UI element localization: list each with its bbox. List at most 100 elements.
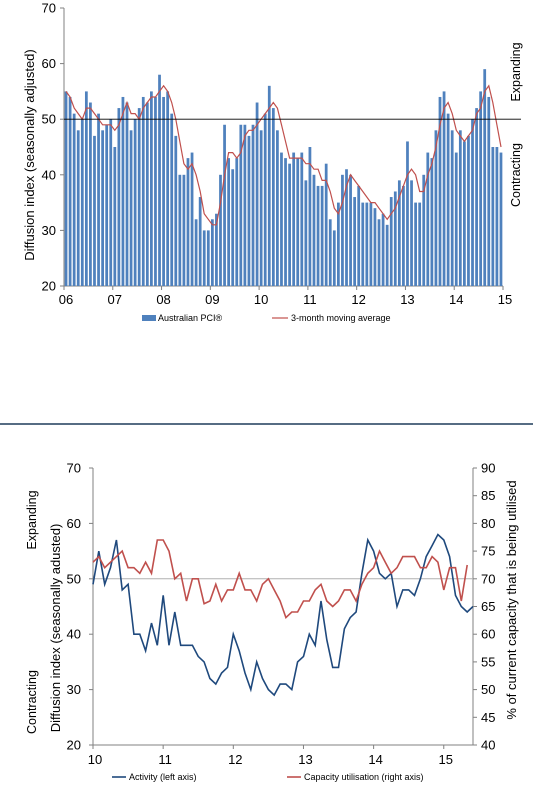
- chart-1-bar: [288, 163, 291, 286]
- chart-2-y-tick-label: 20: [67, 738, 81, 753]
- chart-1-bar: [284, 158, 287, 286]
- chart-1-bar: [450, 130, 454, 286]
- chart-1-bar: [215, 213, 218, 286]
- chart-2-activity-line: [92, 533, 474, 697]
- chart-1-bar: [414, 202, 417, 286]
- chart-1-x-ticks: 06 07 08 09 10 11 12 13 14 15: [59, 286, 512, 307]
- chart-1-bar: [479, 91, 483, 287]
- chart-2-x-tick-label: 13: [298, 752, 312, 767]
- chart-2: 20 30 40 50 60 70 40 45 50 55 60 65 70 75 80 85 90 10 11…: [25, 461, 519, 783]
- chart-1-bar: [434, 130, 438, 286]
- chart-1-bar: [101, 130, 104, 286]
- chart-1-bar: [194, 219, 198, 286]
- chart-1-bar: [255, 102, 259, 287]
- chart-1-bar: [426, 152, 430, 286]
- chart-1-bar: [316, 185, 320, 286]
- chart-1-bar: [247, 135, 251, 286]
- chart-1: 20 30 40 50 60 70 06 07 08 09 10 11 12 13 14 15 Diffus…: [22, 1, 523, 324]
- chart-2-y2-tick-label: 40: [481, 738, 495, 753]
- chart-1-bar: [377, 219, 381, 286]
- chart-2-contracting-label: Contracting: [25, 670, 39, 734]
- chart-1-bar: [292, 152, 296, 286]
- chart-1-y-axis-title: Diffusion index (seasonally adjusted): [22, 49, 37, 261]
- chart-2-y2-tick-label: 70: [481, 571, 495, 586]
- chart-1-bar: [276, 130, 279, 286]
- chart-1-plot-area: [63, 8, 503, 287]
- chart-1-y-tick-label: 20: [42, 279, 56, 294]
- chart-1-bar: [271, 108, 275, 286]
- chart-1-x-tick-label: 06: [59, 292, 73, 307]
- chart-1-bar: [158, 74, 161, 286]
- chart-1-bar: [141, 96, 145, 287]
- chart-2-y2-tick-label: 90: [481, 461, 495, 476]
- chart-1-bar: [406, 141, 409, 286]
- chart-1-bar: [113, 147, 117, 286]
- chart-1-bar: [202, 230, 206, 286]
- chart-1-bar: [446, 113, 450, 286]
- chart-1-bar: [381, 213, 385, 286]
- chart-1-bar: [93, 135, 96, 286]
- chart-1-bar: [235, 158, 239, 286]
- chart-1-bar: [68, 96, 72, 287]
- chart-1-bar: [312, 174, 316, 286]
- chart-2-y2-tick-label: 65: [481, 599, 495, 614]
- chart-1-bar: [198, 197, 202, 286]
- chart-1-bar: [345, 169, 348, 286]
- chart-1-bar: [418, 202, 422, 286]
- chart-1-x-tick-label: 15: [498, 292, 512, 307]
- chart-1-bar: [231, 169, 235, 286]
- chart-1-bar: [210, 219, 214, 286]
- chart-2-x-tick-label: 10: [88, 752, 102, 767]
- chart-1-x-tick-label: 11: [303, 292, 317, 307]
- chart-1-bar: [495, 147, 499, 286]
- chart-1-bar: [438, 96, 442, 287]
- chart-1-bar: [304, 180, 308, 286]
- chart-1-bar: [471, 119, 474, 286]
- chart-1-x-tick-label: 08: [156, 292, 170, 307]
- chart-1-bar: [332, 230, 336, 286]
- chart-1-bar: [442, 91, 446, 287]
- chart-2-y2-tick-label: 80: [481, 516, 495, 531]
- chart-2-y-tick-label: 60: [67, 516, 81, 531]
- chart-1-legend-line-label: 3-month moving average: [291, 313, 391, 323]
- chart-1-bar: [133, 119, 137, 286]
- chart-1-bar: [89, 102, 92, 287]
- chart-1-bar: [150, 91, 153, 287]
- chart-1-bar: [422, 174, 426, 286]
- chart-1-bar: [121, 96, 125, 287]
- chart-2-expanding-label: Expanding: [25, 490, 39, 549]
- chart-1-bar: [174, 135, 178, 286]
- chart-1-bar: [64, 91, 68, 287]
- chart-2-y2-tick-label: 55: [481, 654, 495, 669]
- chart-1-bar: [154, 96, 157, 287]
- chart-2-y-tick-label: 40: [67, 627, 81, 642]
- chart-1-y-tick-label: 50: [42, 112, 56, 127]
- chart-1-bar: [341, 174, 344, 286]
- chart-1-x-tick-label: 10: [254, 292, 268, 307]
- chart-1-bar: [76, 130, 80, 286]
- chart-1-bar: [454, 152, 458, 286]
- chart-1-bar: [223, 124, 226, 286]
- chart-1-bar: [166, 91, 170, 287]
- chart-1-expanding-label: Expanding: [509, 42, 523, 101]
- chart-1-y-tick-label: 30: [42, 223, 56, 238]
- chart-2-plot-area: [92, 468, 474, 746]
- chart-1-bar: [97, 113, 100, 286]
- chart-1-bar: [162, 96, 165, 287]
- chart-2-left-y-ticks: 20 30 40 50 60 70: [67, 461, 93, 753]
- chart-2-y-tick-label: 70: [67, 461, 81, 476]
- chart-1-y-tick-label: 40: [42, 167, 56, 182]
- chart-1-x-tick-label: 07: [108, 292, 122, 307]
- chart-2-y2-axis-title: % of current capacity that is being util…: [504, 480, 519, 719]
- chart-1-bar: [430, 158, 434, 286]
- chart-1-bar: [357, 185, 361, 286]
- chart-2-legend-capacity-label: Capacity utilisation (right axis): [304, 772, 424, 782]
- chart-1-bar: [296, 158, 300, 286]
- chart-1-bar: [353, 197, 357, 286]
- chart-1-x-tick-label: 09: [205, 292, 219, 307]
- chart-1-bar: [80, 119, 84, 286]
- chart-1-legend-bar-swatch: [142, 315, 156, 321]
- chart-1-bar: [410, 180, 413, 286]
- chart-1-bar: [105, 124, 109, 286]
